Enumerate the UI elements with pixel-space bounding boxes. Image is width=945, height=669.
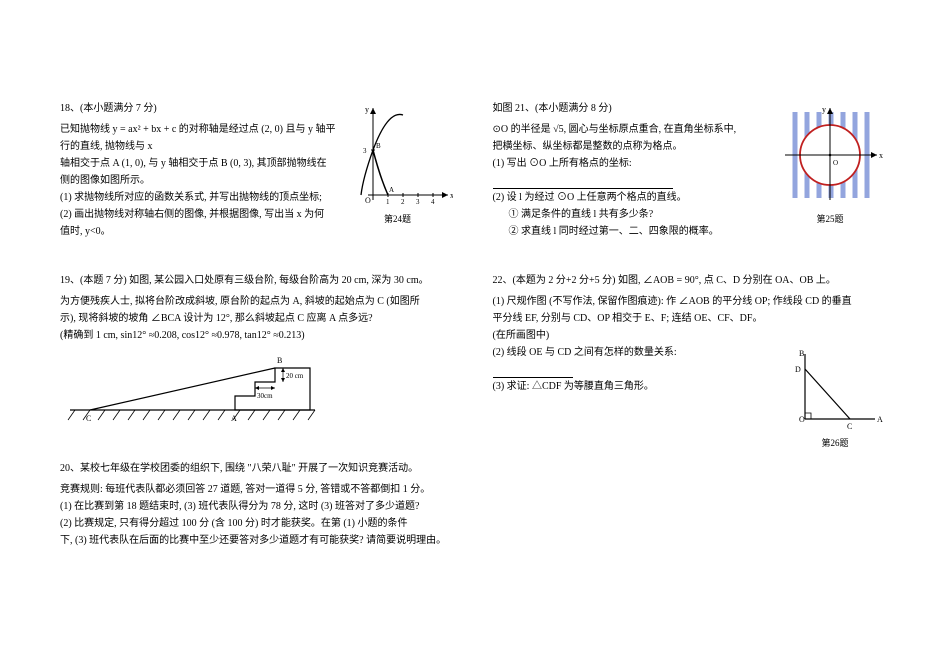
p21-line1: ⊙O 的半径是 √5, 圆心与坐标原点重合, 在直角坐标系中, [493,121,776,138]
p19-label-C: C [86,414,91,423]
p19-line2: 示), 现将斜坡的坡角 ∠BCA 设计为 12°, 那么斜坡起点 C 应离 A … [60,310,453,327]
svg-text:x: x [879,151,883,160]
p21-figure: x y O 第25题 [775,100,885,240]
p18-line2: 轴相交于点 A (1, 0), 与 y 轴相交于点 B (0, 3), 其顶部抛… [60,155,343,172]
left-column: 18、(本小题满分 7 分) 已知抛物线 y = ax² + bx + c 的对… [60,100,453,581]
svg-text:3: 3 [363,147,367,155]
svg-text:y: y [822,105,826,114]
svg-text:O: O [365,196,371,205]
p21-line2: 把横坐标、纵坐标都是整数的点称为格点。 [493,138,776,155]
p22-line1: (1) 尺规作图 (不写作法, 保留作图痕迹): 作 ∠AOB 的平分线 OP;… [493,293,886,310]
svg-text:3: 3 [416,198,420,206]
p19-line1: 为方便残疾人士, 拟将台阶改成斜坡, 原台阶的起点为 A, 斜坡的起始点为 C … [60,293,453,310]
p21-line4: (2) 设 l 为经过 ⊙O 上任意两个格点的直线。 [493,189,776,206]
p22-line3: (在所画图中) [493,327,886,344]
p22-blank1 [493,361,786,378]
p20-line1: 竞赛规则: 每班代表队都必须回答 27 道题, 答对一道得 5 分, 答错或不答… [60,481,453,498]
problem-19: 19、(本题 7 分) 如图, 某公园入口处原有三级台阶, 每级台阶高为 20 … [60,272,453,428]
svg-text:1: 1 [386,198,390,206]
svg-text:A: A [389,186,394,194]
p22-line2: 平分线 EF, 分别与 CD、OP 相交于 E、F; 连结 OE、CF、DF。 [493,310,886,327]
p18-line3: 侧的图像如图所示。 [60,172,343,189]
p20-line4: 下, (3) 班代表队在后面的比赛中至少还要答对多少道题才有可能获奖? 请简要说… [60,532,453,549]
svg-text:O: O [799,415,805,424]
p18-figure: x y O 1 2 3 4 3 [343,100,453,240]
p19-label-20: 20 cm [286,372,304,380]
p18-line1: 已知抛物线 y = ax² + bx + c 的对称轴是经过点 (2, 0) 且… [60,121,343,155]
problem-18: 18、(本小题满分 7 分) 已知抛物线 y = ax² + bx + c 的对… [60,100,453,240]
p19-line3: (精确到 1 cm, sin12° ≈0.208, cos12° ≈0.978,… [60,327,453,344]
p21-header: 如图 21、(本小题满分 8 分) [493,100,776,117]
svg-text:B: B [799,349,804,358]
p18-line4: (1) 求抛物线所对应的函数关系式, 并写出抛物线的顶点坐标; [60,189,343,206]
p21-line3: (1) 写出 ⊙O 上所有格点的坐标: [493,155,776,172]
p18-line5: (2) 画出抛物线对称轴右侧的图像, 并根据图像, 写出当 x 为何 [60,206,343,223]
svg-text:B: B [376,142,381,150]
svg-text:4: 4 [431,198,435,206]
svg-text:D: D [795,365,801,374]
p19-label-30: 30cm [257,392,273,400]
p20-header: 20、某校七年级在学校团委的组织下, 围绕 "八荣八耻" 开展了一次知识竞赛活动… [60,460,453,477]
p22-fig-label: 第26题 [785,436,885,451]
p19-figure: B A C 20 cm 30cm [60,348,453,428]
p21-blank1 [493,172,776,189]
p19-label-B: B [277,356,282,365]
svg-text:y: y [365,105,369,114]
p22-line4: (2) 线段 OE 与 CD 之间有怎样的数量关系: [493,344,786,361]
svg-text:x: x [450,191,453,200]
p21-fig-label: 第25题 [775,212,885,227]
p21-line5: ① 满足条件的直线 l 共有多少条? [493,206,776,223]
right-column: 如图 21、(本小题满分 8 分) ⊙O 的半径是 √5, 圆心与坐标原点重合,… [493,100,886,581]
p20-line3: (2) 比赛规定, 只有得分超过 100 分 (含 100 分) 时才能获奖。在… [60,515,453,532]
p18-fig-label: 第24题 [343,212,453,227]
svg-text:2: 2 [401,198,405,206]
problem-20: 20、某校七年级在学校团委的组织下, 围绕 "八荣八耻" 开展了一次知识竞赛活动… [60,460,453,549]
p19-label-A: A [231,414,237,423]
problem-21: 如图 21、(本小题满分 8 分) ⊙O 的半径是 √5, 圆心与坐标原点重合,… [493,100,886,240]
p18-line6: 值时, y<0。 [60,223,343,240]
p22-figure: O A C B D 第26题 [785,344,885,451]
p19-header: 19、(本题 7 分) 如图, 某公园入口处原有三级台阶, 每级台阶高为 20 … [60,272,453,289]
svg-text:O: O [833,159,838,167]
problem-22: 22、(本题为 2 分+2 分+5 分) 如图, ∠AOB = 90°, 点 C… [493,272,886,451]
p22-header: 22、(本题为 2 分+2 分+5 分) 如图, ∠AOB = 90°, 点 C… [493,272,886,289]
p22-line5: (3) 求证: △CDF 为等腰直角三角形。 [493,378,786,395]
svg-text:C: C [847,422,852,431]
svg-text:A: A [877,415,883,424]
p21-line6: ② 求直线 l 同时经过第一、二、四象限的概率。 [493,223,776,240]
p18-header: 18、(本小题满分 7 分) [60,100,343,117]
p20-line2: (1) 在比赛到第 18 题结束时, (3) 班代表队得分为 78 分, 这时 … [60,498,453,515]
